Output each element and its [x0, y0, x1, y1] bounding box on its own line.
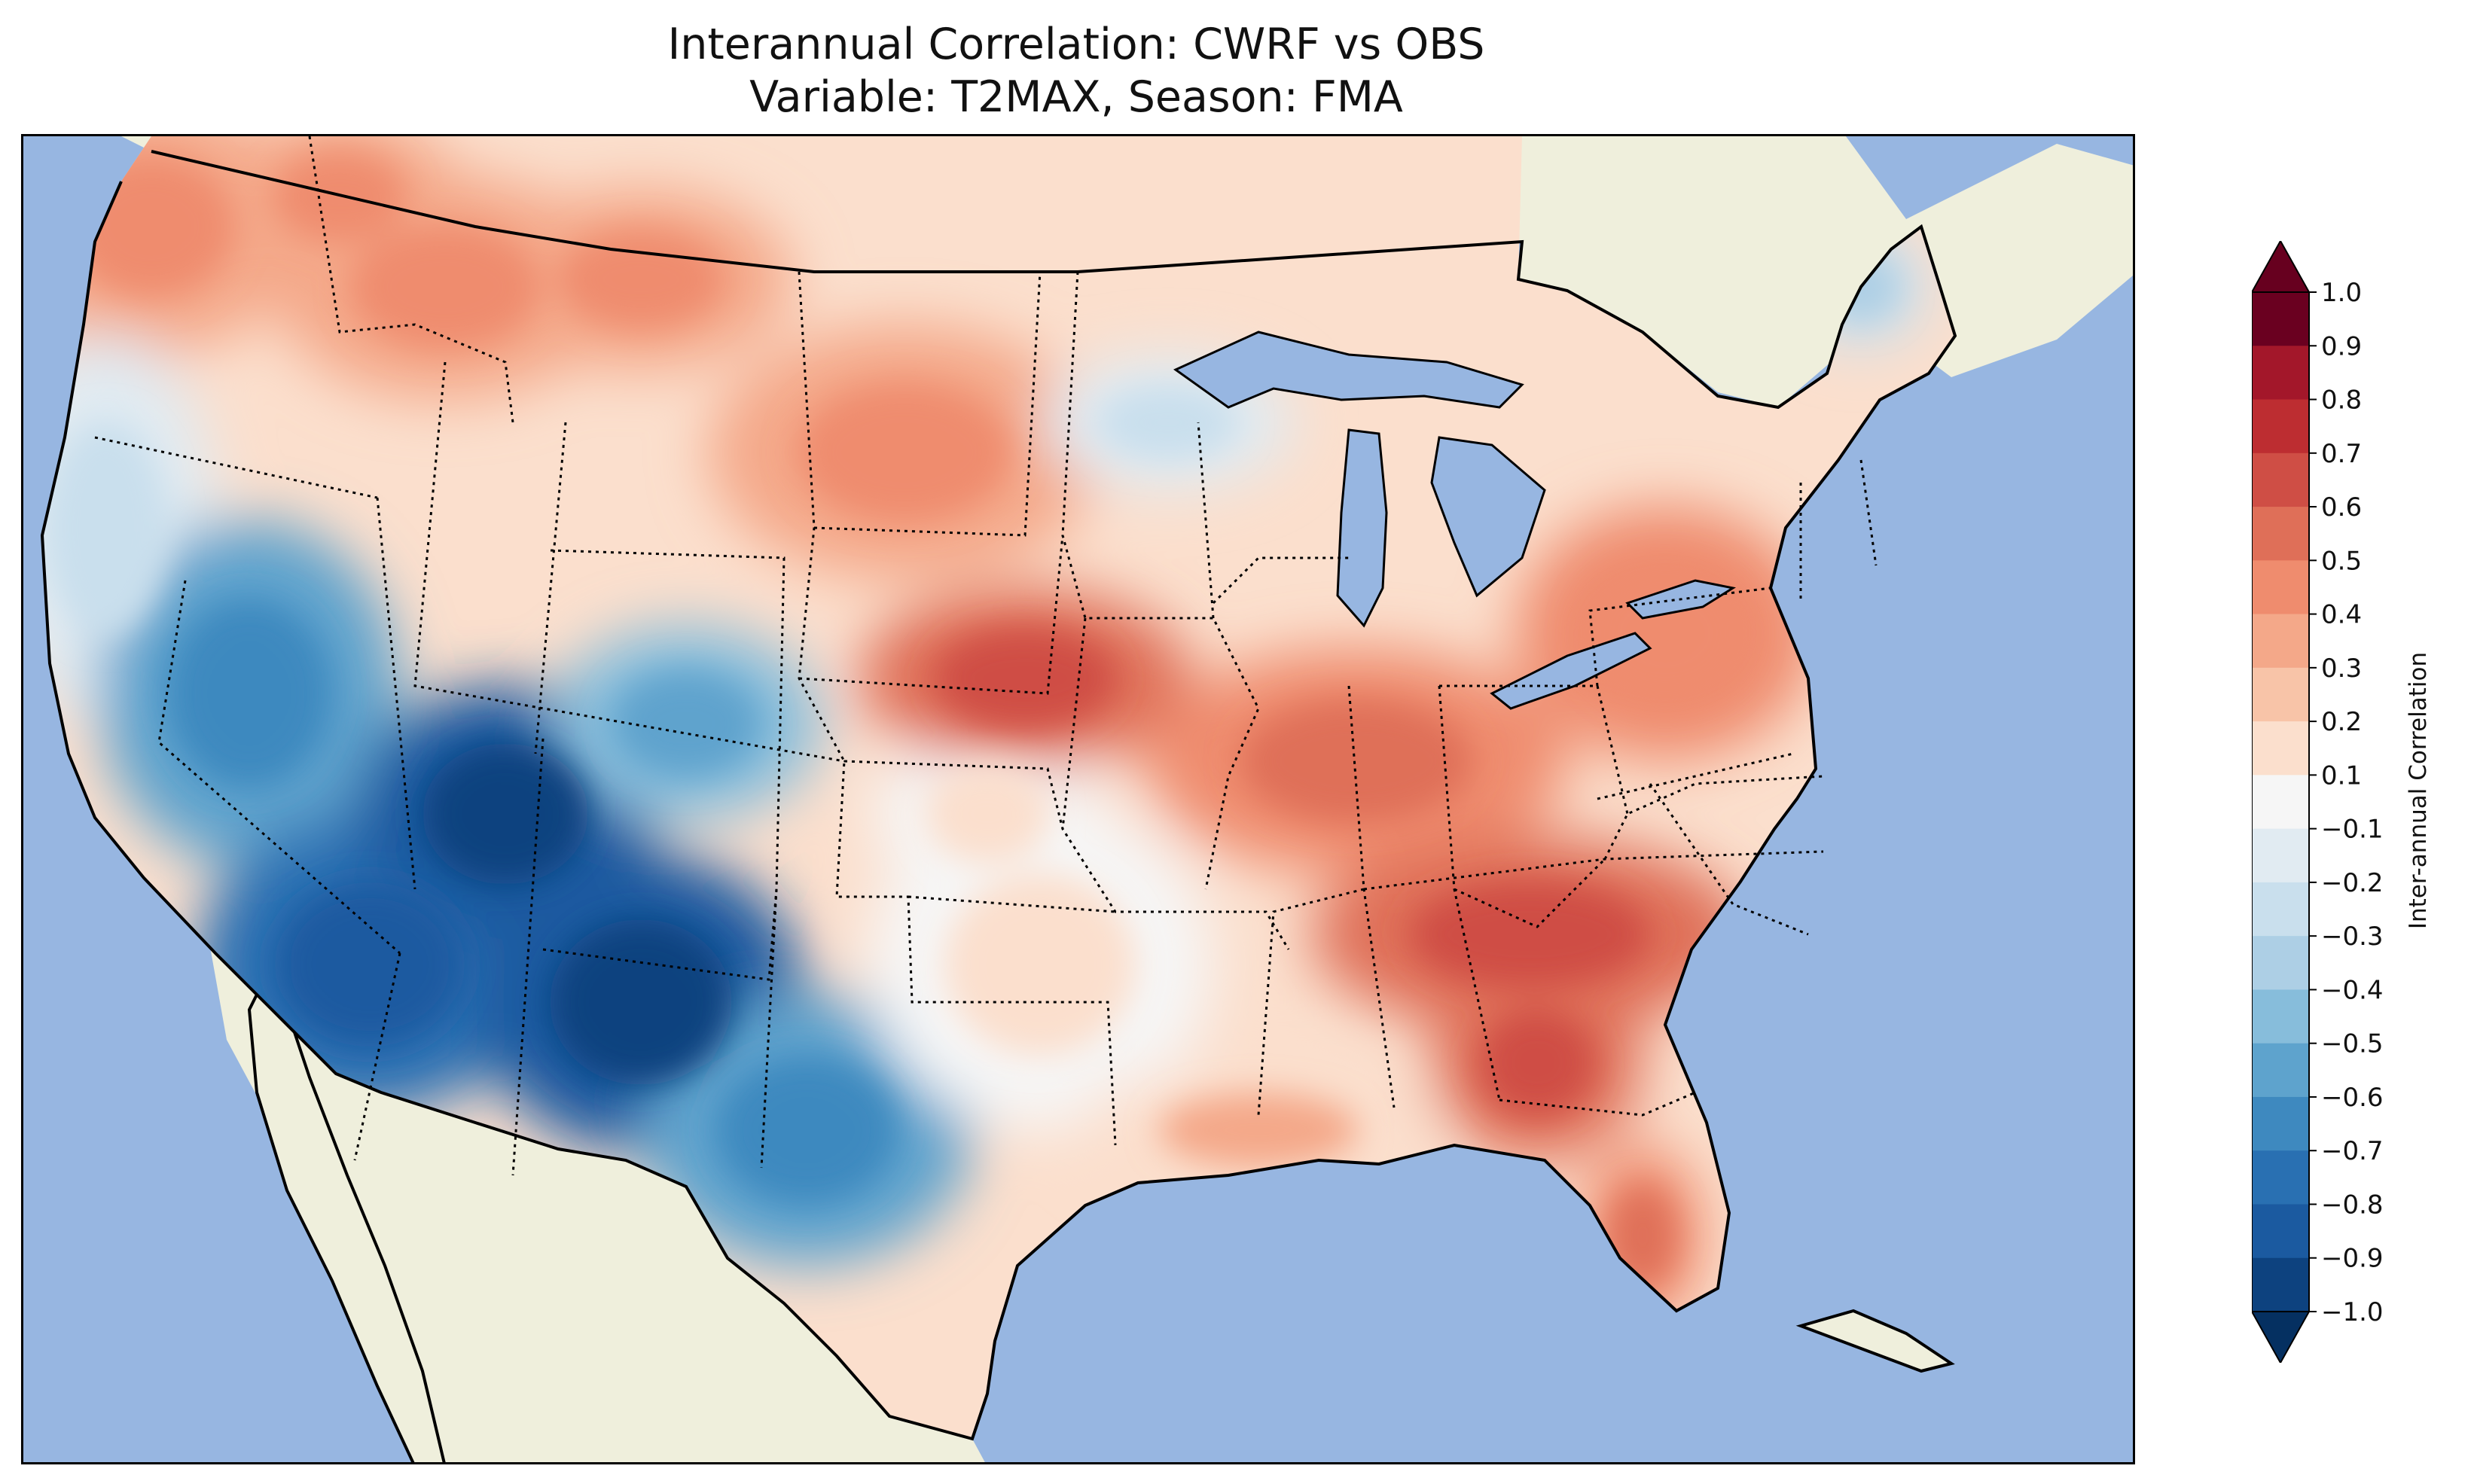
- lake-michigan: [1336, 428, 1388, 628]
- colorbar-tick-label: 1.0: [2321, 278, 2362, 308]
- colorbar-segment: [2252, 1150, 2309, 1205]
- colorbar-segment: [2252, 1204, 2309, 1259]
- colorbar-segment: [2252, 399, 2309, 454]
- correlation-region-core: [612, 669, 761, 778]
- title-line-1: Interannual Correlation: CWRF vs OBS: [667, 20, 1485, 69]
- colorbar-segment: [2252, 936, 2309, 990]
- lake-erie: [1490, 632, 1652, 710]
- state-boundaries: [94, 136, 1878, 1176]
- colorbar-segment: [2252, 775, 2309, 830]
- baja-peninsula: [247, 960, 446, 1462]
- colorbar-frame: [2252, 291, 2310, 1312]
- colorbar-segment: [2252, 560, 2309, 615]
- colorbar-tick-label: −0.1: [2321, 815, 2384, 845]
- correlation-region-core: [1609, 1186, 1676, 1285]
- correlation-region-core: [1479, 1008, 1595, 1117]
- correlation-region-core: [274, 882, 465, 1047]
- colorbar-segments: [2252, 292, 2309, 1312]
- correlation-region-core: [944, 873, 1136, 1056]
- title-line-2: Variable: T2MAX, Season: FMA: [749, 72, 1403, 122]
- colorbar: 1.0 0.9 0.8 0.7 0.6 0.5 0.4 0.3 0.2 0.1 −0.1 −0.2 −0…: [2252, 241, 2384, 1363]
- colorbar-tick-label: 0.2: [2321, 707, 2362, 737]
- colorbar-tick-label: 0.1: [2321, 760, 2362, 791]
- colorbar-tick-label: 0.5: [2321, 546, 2362, 576]
- colorbar-tick-label: 0.3: [2321, 654, 2362, 684]
- colorbar-extend-max-arrow: [2252, 241, 2311, 293]
- colorbar-segment: [2252, 1043, 2309, 1098]
- colorbar-segment: [2252, 292, 2309, 346]
- correlation-region-core: [349, 224, 541, 349]
- colorbar-tick-label: 0.7: [2321, 439, 2362, 469]
- colorbar-tick-label: −0.7: [2321, 1136, 2384, 1166]
- correlation-region-core: [44, 420, 169, 635]
- correlation-region-core: [550, 919, 732, 1085]
- correlation-region-core: [423, 743, 588, 885]
- correlation-region-core: [558, 230, 724, 329]
- correlation-region-core: [934, 629, 1116, 728]
- conus-outline: [40, 150, 1957, 1441]
- colorbar-tick-label: −0.2: [2321, 868, 2384, 898]
- cuba-island: [1795, 1309, 1955, 1373]
- colorbar-tick-label: −0.5: [2321, 1029, 2384, 1059]
- chart-title: Interannual Correlation: CWRF vs OBS Var…: [0, 18, 2152, 123]
- correlation-region-core: [925, 764, 1050, 864]
- colorbar-tick-label: −0.9: [2321, 1244, 2384, 1274]
- colorbar-segment: [2252, 614, 2309, 669]
- colorbar-segment: [2252, 507, 2309, 561]
- colorbar-tick-label: −0.4: [2321, 975, 2384, 1005]
- colorbar-extend-min-arrow: [2252, 1311, 2311, 1363]
- colorbar-tick-label: 0.4: [2321, 600, 2362, 630]
- colorbar-ticks: 1.0 0.9 0.8 0.7 0.6 0.5 0.4 0.3 0.2 0.1 −0.1 −0.2 −0…: [2309, 278, 2384, 1327]
- colorbar-segment: [2252, 721, 2309, 776]
- correlation-region-core: [1159, 1092, 1358, 1168]
- colorbar-segment: [2252, 882, 2309, 937]
- correlation-region-core: [1582, 562, 1748, 704]
- colorbar-tick-label: −1.0: [2321, 1297, 2384, 1327]
- colorbar-segment: [2252, 1096, 2309, 1151]
- colorbar-segment: [2252, 667, 2309, 722]
- lake-superior: [1173, 331, 1524, 409]
- correlation-region-core: [797, 382, 1012, 523]
- colorbar-segment: [2252, 346, 2309, 401]
- colorbar-segment: [2252, 1257, 2309, 1312]
- colorbar-tick-label: −0.3: [2321, 922, 2384, 952]
- correlation-region-core: [1409, 880, 1650, 989]
- colorbar-segment: [2252, 453, 2309, 507]
- great-lakes: [1173, 331, 1736, 710]
- correlation-region-core: [1097, 385, 1239, 460]
- correlation-region-core: [1240, 699, 1472, 824]
- colorbar-segment: [2252, 989, 2309, 1044]
- colorbar-tick-label: −0.8: [2321, 1190, 2384, 1220]
- correlation-region-core: [166, 598, 332, 789]
- map-panel: [21, 134, 2135, 1464]
- colorbar-tick-label: 0.9: [2321, 331, 2362, 361]
- colorbar-label: Inter-annual Correlation: [2405, 651, 2432, 930]
- colorbar-tick-label: 0.6: [2321, 492, 2362, 523]
- correlation-region-core: [715, 1056, 898, 1205]
- colorbar-segment: [2252, 828, 2309, 883]
- colorbar-tick-label: −0.6: [2321, 1083, 2384, 1113]
- colorbar-tick-label: 0.8: [2321, 385, 2362, 416]
- map-canvas: [23, 136, 2133, 1462]
- lake-huron: [1430, 436, 1546, 598]
